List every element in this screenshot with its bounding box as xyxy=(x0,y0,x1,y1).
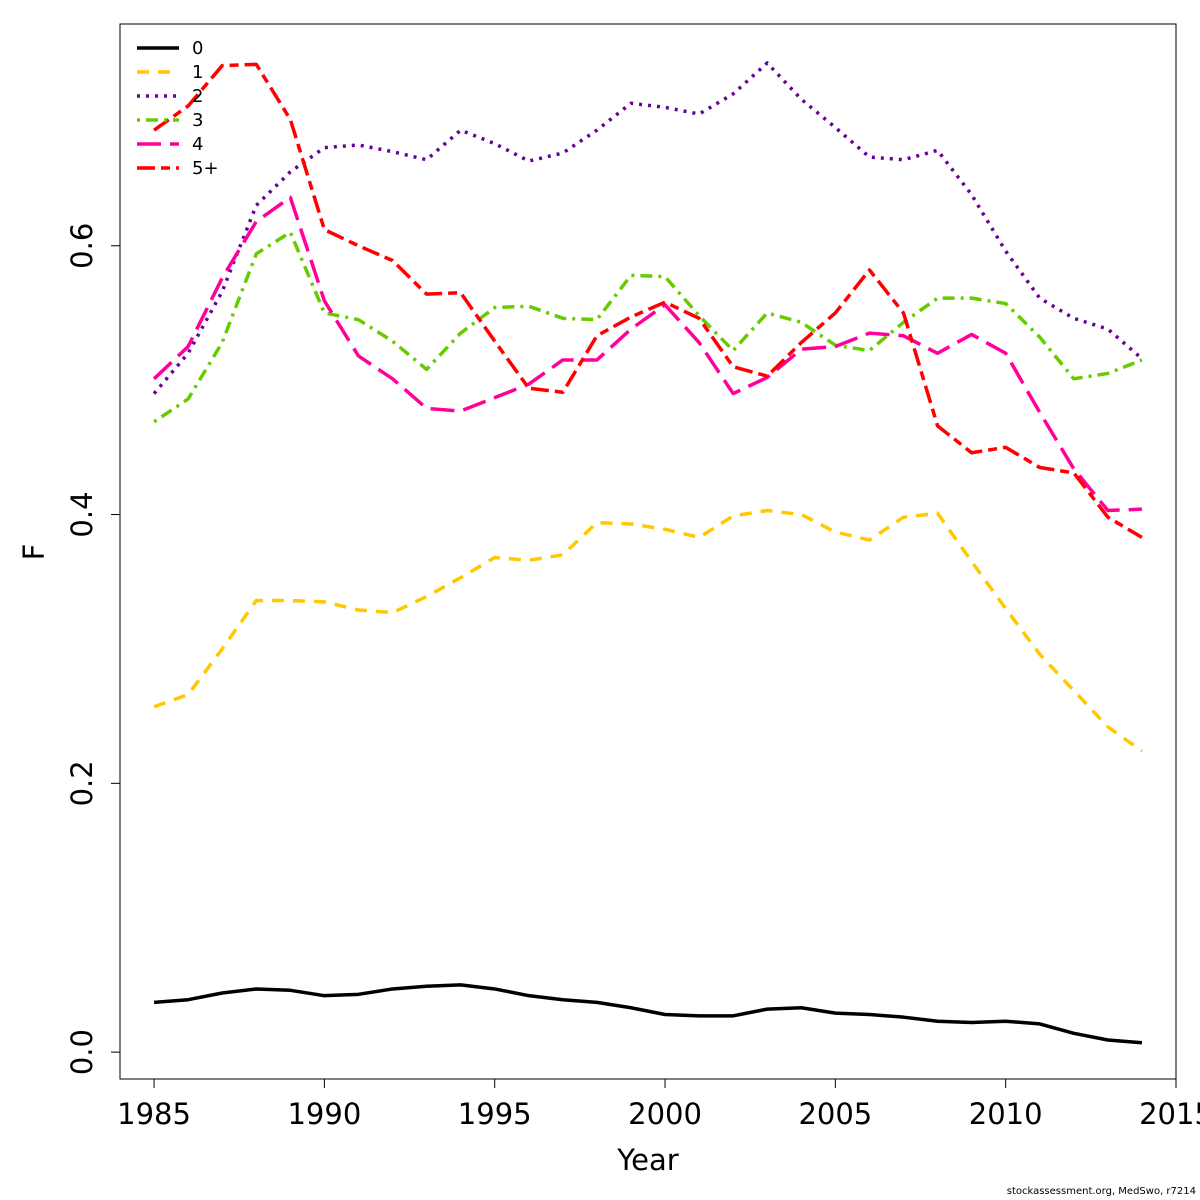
y-tick-label: 0.0 xyxy=(65,1029,99,1075)
plot-frame xyxy=(119,23,1177,1080)
series-layer xyxy=(152,61,1144,1045)
y-tick-label: 0.6 xyxy=(65,223,99,269)
y-tick-label: 0.4 xyxy=(65,491,99,537)
x-tick-label: 2010 xyxy=(969,1097,1043,1131)
legend-label: 2 xyxy=(192,86,203,107)
y-axis: 0.0 0.2 0.4 0.6 xyxy=(65,223,121,1075)
series-line-2 xyxy=(152,61,1144,395)
series-line-5plus xyxy=(153,62,1143,539)
series-line-1 xyxy=(153,508,1143,753)
series-line-4 xyxy=(152,195,1143,513)
footer-note: stockassessment.org, MedSwo, r7214 xyxy=(1006,1186,1196,1197)
legend: 0 1 2 3 4 5+ xyxy=(137,38,219,179)
x-tick-label: 1990 xyxy=(287,1097,361,1131)
x-tick-label: 1995 xyxy=(458,1097,532,1131)
y-tick-label: 0.2 xyxy=(65,760,99,806)
legend-label: 4 xyxy=(192,134,203,155)
y-axis-title: F xyxy=(17,544,51,561)
x-tick-label: 1985 xyxy=(117,1097,191,1131)
x-tick-label: 2000 xyxy=(628,1097,702,1131)
series-line-3 xyxy=(153,230,1143,424)
legend-label: 5+ xyxy=(192,158,219,179)
x-axis-title: Year xyxy=(616,1143,678,1177)
legend-label: 3 xyxy=(192,110,203,131)
series-line-0 xyxy=(153,983,1143,1045)
x-tick-label: 2005 xyxy=(798,1097,872,1131)
legend-label: 0 xyxy=(192,38,203,59)
x-tick-label: 2015 xyxy=(1139,1097,1200,1131)
legend-label: 1 xyxy=(192,62,203,83)
x-axis: 1985 1990 1995 2000 2005 2010 2015 xyxy=(117,1078,1200,1131)
